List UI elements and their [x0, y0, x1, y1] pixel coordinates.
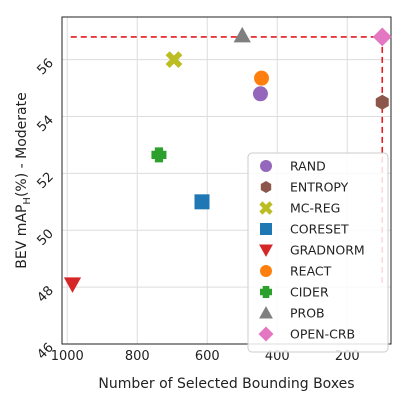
legend-item-prob: PROB	[259, 306, 325, 321]
legend-item-rand: RAND	[260, 159, 326, 174]
legend-item-react: REACT	[260, 264, 332, 279]
legend-label-prob: PROB	[290, 306, 325, 321]
legend-label-rand: RAND	[290, 159, 326, 174]
legend-marker-rand	[260, 160, 272, 172]
data-point-rand	[252, 86, 268, 102]
legend-marker-prob	[259, 306, 273, 319]
legend: RAND ENTROPY MC-REG CORESET GRADNORM REACT CID…	[247, 152, 389, 353]
data-point-gradnorm	[63, 277, 82, 293]
legend-label-mc-reg: MC-REG	[290, 201, 340, 216]
data-point-open-crb	[372, 27, 392, 47]
data-markers	[63, 26, 392, 293]
legend-marker-coreset	[260, 223, 272, 235]
x-tick-label: 800	[125, 349, 150, 364]
legend-box	[247, 152, 389, 353]
legend-item-mc-reg: MC-REG	[259, 201, 340, 216]
legend-item-coreset: CORESET	[260, 222, 349, 237]
legend-label-entropy: ENTROPY	[290, 180, 349, 195]
x-axis-label: Number of Selected Bounding Boxes	[98, 376, 354, 392]
legend-marker-react	[260, 265, 272, 277]
plot-frame	[61, 16, 392, 345]
x-tick-label: 400	[265, 349, 290, 364]
legend-item-gradnorm: GRADNORM	[259, 243, 365, 258]
y-axis-label-rest: (%) - Moderate	[14, 92, 30, 197]
legend-marker-cider	[260, 286, 273, 299]
legend-marker-gradnorm	[259, 244, 273, 257]
grid-lines	[62, 17, 391, 345]
legend-label-gradnorm: GRADNORM	[290, 243, 365, 258]
legend-label-react: REACT	[290, 264, 332, 279]
y-axis-label-subscript: H	[22, 197, 33, 205]
data-point-cider	[151, 147, 167, 163]
legend-label-coreset: CORESET	[290, 222, 349, 237]
legend-marker-entropy	[260, 181, 272, 193]
y-axis-label: BEV mAPH(%) - Moderate	[14, 92, 33, 268]
legend-items: RAND ENTROPY MC-REG CORESET GRADNORM REACT CID…	[258, 159, 365, 342]
data-point-react	[254, 70, 269, 86]
legend-label-cider: CIDER	[290, 285, 329, 300]
data-point-mc-reg	[165, 51, 183, 69]
legend-item-entropy: ENTROPY	[260, 180, 349, 195]
legend-marker-mc-reg	[259, 201, 273, 215]
x-tick-label: 600	[195, 349, 220, 364]
data-point-prob	[233, 26, 251, 43]
y-axis-label-main: BEV mAP	[14, 205, 30, 269]
legend-item-cider: CIDER	[260, 285, 329, 300]
legend-marker-open-crb	[258, 326, 274, 342]
legend-item-open-crb: OPEN-CRB	[258, 326, 355, 342]
data-point-entropy	[375, 94, 389, 110]
x-tick-label: 1000	[51, 349, 84, 364]
x-tick-label: 200	[335, 349, 360, 364]
data-point-coreset	[194, 194, 210, 210]
legend-label-open-crb: OPEN-CRB	[290, 327, 355, 342]
